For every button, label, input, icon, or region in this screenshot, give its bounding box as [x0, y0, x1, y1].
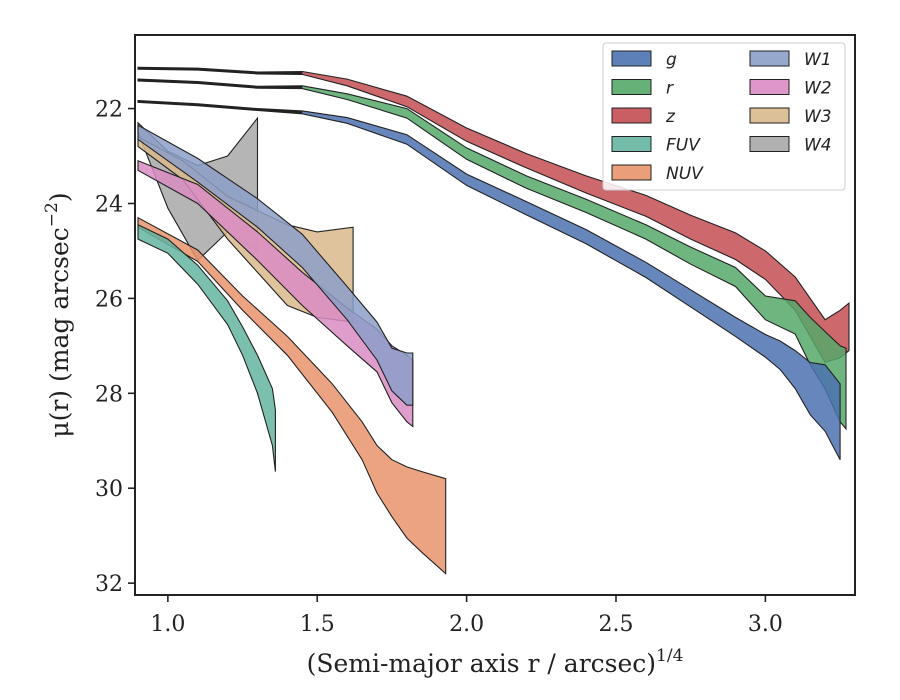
- y-tick-label: 32: [95, 572, 123, 597]
- x-tick-label: 2.5: [598, 612, 633, 637]
- x-tick-label: 3.0: [748, 612, 783, 637]
- legend-label: g: [666, 50, 677, 70]
- y-tick-label: 28: [95, 382, 123, 407]
- legend-label: W4: [804, 136, 832, 156]
- profile-line-z: [137, 67, 303, 74]
- y-axis-label-close: ): [45, 192, 74, 202]
- y-tick-label: 30: [95, 477, 123, 502]
- y-tick-label: 26: [95, 287, 123, 312]
- y-tick-label: 22: [95, 98, 123, 123]
- band-w2: [137, 159, 414, 428]
- legend-label: NUV: [666, 164, 704, 184]
- y-axis-ticks: 22 24 26 28 30 32: [95, 98, 135, 597]
- legend: grz FUV NUV W1 W2 W3 W4: [602, 42, 846, 191]
- band-nuv: [137, 216, 447, 575]
- series-nuv: [137, 216, 447, 575]
- legend-swatch: [749, 50, 790, 67]
- y-axis-label-text: μ(r) (mag arcsec: [45, 227, 74, 437]
- legend-swatch: [611, 79, 652, 95]
- y-tick-label: 24: [95, 192, 123, 217]
- y-axis-label-exponent: −2: [42, 202, 62, 227]
- plot-frame: [134, 34, 856, 596]
- legend-label: z: [665, 107, 676, 127]
- series-w2: [137, 159, 414, 428]
- legend-label: r: [666, 79, 674, 99]
- series-fuv: [137, 223, 276, 472]
- series-bands: [137, 66, 850, 575]
- legend-label: W2: [804, 79, 832, 99]
- profile-line-r: [137, 79, 303, 89]
- band-r: [137, 78, 847, 431]
- legend-label: FUV: [666, 136, 701, 156]
- y-axis-label: μ(r) (mag arcsec−2): [42, 192, 74, 437]
- x-axis-label: (Semi-major axis r / arcsec)1/4: [307, 646, 684, 678]
- series-z: [137, 66, 850, 364]
- series-w1: [137, 124, 414, 406]
- band-g: [137, 99, 841, 460]
- band-fuv: [137, 223, 276, 472]
- x-axis-label-exponent: 1/4: [656, 646, 683, 666]
- legend-swatch: [749, 79, 790, 95]
- legend-swatch: [749, 107, 790, 124]
- legend-swatch: [611, 50, 652, 67]
- x-tick-label: 2.0: [449, 612, 484, 637]
- band-z: [137, 66, 850, 364]
- x-axis-ticks: 1.0 1.5 2.0 2.5 3.0: [150, 595, 783, 637]
- series-r: [137, 78, 847, 431]
- legend-swatch: [611, 164, 652, 181]
- legend-swatch: [611, 107, 652, 124]
- legend-swatch: [611, 136, 652, 152]
- profile-line-g: [137, 100, 303, 114]
- legend-label: W3: [804, 107, 832, 127]
- series-g: [137, 99, 841, 460]
- legend-swatch: [749, 136, 790, 152]
- x-tick-label: 1.0: [150, 612, 185, 637]
- band-w1: [137, 124, 414, 406]
- x-axis-label-text: (Semi-major axis r / arcsec): [307, 649, 656, 678]
- x-tick-label: 1.5: [300, 612, 335, 637]
- legend-label: W1: [804, 50, 832, 70]
